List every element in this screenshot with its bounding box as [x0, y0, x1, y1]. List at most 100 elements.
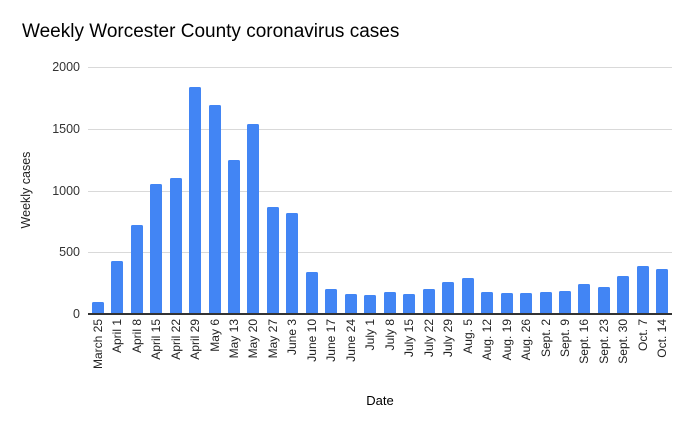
- y-tick-label: 1000: [52, 183, 80, 198]
- bar-cell: [400, 294, 419, 314]
- x-tick-label: Sept. 23: [596, 319, 611, 364]
- bar-cell: [477, 291, 496, 314]
- x-tick-label: April 22: [168, 319, 183, 360]
- x-tick-cell: Aug. 12: [477, 319, 496, 391]
- x-tick-label: July 8: [382, 319, 397, 351]
- bar-cell: [302, 272, 321, 314]
- bar-series: [88, 67, 672, 314]
- x-tick-label: Oct. 14: [655, 319, 670, 358]
- bar-Oct. 14: [656, 268, 669, 314]
- x-tick-cell: July 29: [438, 319, 457, 391]
- bar-Oct. 7: [636, 266, 649, 314]
- bar-May 6: [208, 105, 221, 314]
- bar-May 27: [266, 206, 279, 314]
- bar-Aug. 5: [461, 278, 474, 314]
- x-tick-label: Aug. 5: [460, 319, 475, 354]
- bar-June 24: [344, 293, 357, 314]
- x-tick-cell: Sept. 9: [555, 319, 574, 391]
- bar-May 20: [247, 123, 260, 314]
- x-tick-cell: June 24: [341, 319, 360, 391]
- x-tick-label: April 29: [188, 319, 203, 360]
- x-tick-label: April 15: [149, 319, 164, 360]
- bar-cell: [361, 294, 380, 314]
- x-tick-cell: Aug. 5: [458, 319, 477, 391]
- x-tick-label: July 29: [441, 319, 456, 358]
- x-tick-label: June 24: [343, 319, 358, 362]
- y-tick-label: 500: [59, 245, 80, 260]
- bar-Sept. 23: [597, 286, 610, 314]
- bar-cell: [575, 283, 594, 314]
- x-tick-label: June 3: [285, 319, 300, 356]
- bar-Aug. 12: [481, 291, 494, 314]
- bar-April 29: [189, 86, 202, 314]
- bar-cell: [380, 291, 399, 314]
- bar-cell: [653, 268, 672, 314]
- bar-cell: [283, 212, 302, 314]
- bar-July 22: [422, 289, 435, 314]
- x-tick-cell: Aug. 19: [497, 319, 516, 391]
- bar-July 15: [403, 294, 416, 314]
- bar-cell: [458, 278, 477, 314]
- x-axis-line: [88, 313, 672, 315]
- bar-cell: [107, 260, 126, 314]
- x-tick-cell: Sept. 16: [575, 319, 594, 391]
- x-tick-label: Aug. 19: [499, 319, 514, 361]
- plot-area: [88, 67, 672, 315]
- x-tick-cell: July 15: [400, 319, 419, 391]
- bar-cell: [166, 178, 185, 314]
- x-tick-cell: June 3: [283, 319, 302, 391]
- bar-Aug. 19: [500, 293, 513, 314]
- bar-cell: [322, 288, 341, 314]
- bar-April 1: [111, 260, 124, 314]
- bar-cell: [536, 291, 555, 314]
- x-tick-cell: Oct. 14: [653, 319, 672, 391]
- bar-cell: [594, 286, 613, 314]
- x-tick-label: Aug. 12: [480, 319, 495, 361]
- x-tick-label: May 6: [207, 319, 222, 352]
- x-tick-cell: July 1: [361, 319, 380, 391]
- x-tick-cell: April 8: [127, 319, 146, 391]
- bar-April 8: [130, 225, 143, 314]
- x-tick-label: Oct. 7: [635, 319, 650, 352]
- bar-cell: [244, 123, 263, 314]
- bar-cell: [419, 289, 438, 314]
- x-tick-cell: April 22: [166, 319, 185, 391]
- x-tick-label: Sept. 9: [557, 319, 572, 358]
- gridline: [88, 190, 672, 192]
- x-tick-label: June 10: [304, 319, 319, 362]
- x-tick-label: April 1: [110, 319, 125, 354]
- bar-Sept. 16: [578, 283, 591, 314]
- x-tick-cell: Sept. 30: [614, 319, 633, 391]
- x-tick-label: May 13: [227, 319, 242, 359]
- bar-cell: [516, 293, 535, 314]
- bar-cell: [263, 206, 282, 314]
- bar-cell: [633, 266, 652, 314]
- x-tick-cell: March 25: [88, 319, 107, 391]
- bar-cell: [341, 293, 360, 314]
- x-axis-title: Date: [366, 393, 394, 408]
- bar-cell: [614, 275, 633, 314]
- bar-July 8: [383, 291, 396, 314]
- gridline: [88, 128, 672, 130]
- bar-Sept. 2: [539, 291, 552, 314]
- x-tick-cell: Sept. 2: [536, 319, 555, 391]
- bar-cell: [127, 225, 146, 314]
- x-tick-cell: June 10: [302, 319, 321, 391]
- x-tick-label: Aug. 26: [519, 319, 534, 361]
- bar-cell: [438, 281, 457, 314]
- x-tick-label: June 17: [324, 319, 339, 362]
- x-tick-label: Sept. 2: [538, 319, 553, 358]
- bar-June 10: [305, 272, 318, 314]
- y-tick-label: 0: [73, 307, 80, 321]
- x-tick-cell: May 6: [205, 319, 224, 391]
- bar-Sept. 9: [558, 290, 571, 314]
- chart-title: Weekly Worcester County coronavirus case…: [22, 21, 400, 42]
- x-tick-cell: May 20: [244, 319, 263, 391]
- bar-June 3: [286, 212, 299, 314]
- x-tick-cell: July 8: [380, 319, 399, 391]
- bar-March 25: [91, 301, 104, 314]
- bar-July 1: [364, 294, 377, 314]
- x-tick-label: May 27: [265, 319, 280, 359]
- x-tick-label: Sept. 16: [577, 319, 592, 364]
